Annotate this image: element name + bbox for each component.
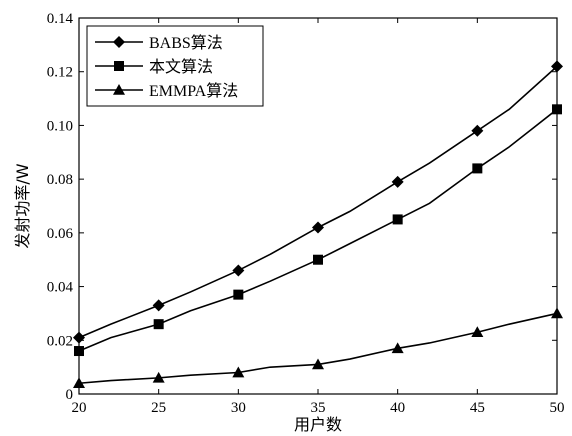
- series-1-point-2: [152, 299, 165, 312]
- x-tick-label-3: 30: [231, 400, 246, 416]
- y-axis-title: 发射功率/W: [13, 163, 32, 248]
- y-tick-label-3: 0.04: [47, 280, 74, 296]
- x-tick-label-5: 40: [390, 400, 405, 416]
- x-tick-label-1: 20: [72, 400, 87, 416]
- series-3-point-6: [471, 326, 484, 338]
- series-2-point-3: [233, 289, 244, 300]
- x-axis-title: 用户数: [294, 415, 342, 434]
- series-3-point-5: [391, 342, 404, 354]
- series-2-point-2: [153, 319, 164, 330]
- x-tick-label-4: 35: [311, 400, 326, 416]
- y-tick-label-8: 0.14: [47, 11, 74, 27]
- y-tick-label-5: 0.08: [47, 172, 73, 188]
- y-tick-label-4: 0.06: [47, 226, 74, 242]
- x-tick-label-6: 45: [470, 400, 485, 416]
- series-1-point-6: [471, 124, 484, 137]
- y-tick-label-6: 0.10: [47, 118, 73, 134]
- legend-label-1: BABS算法: [149, 33, 223, 52]
- marks-layer: [73, 60, 563, 389]
- series-2-point-4: [313, 254, 323, 265]
- series-2-point-6: [472, 163, 483, 174]
- x-tick-label-7: 50: [550, 400, 565, 416]
- series-3-point-2: [152, 371, 165, 383]
- legend-marker-3: [113, 84, 125, 95]
- series-3-point-4: [312, 358, 324, 370]
- series-1-point-4: [312, 221, 324, 234]
- legend-marker-1: [113, 36, 125, 48]
- y-tick-label-2: 0.02: [47, 333, 73, 349]
- series-2-point-5: [392, 214, 403, 225]
- x-tick-label-2: 25: [151, 400, 166, 416]
- series-1-point-3: [232, 264, 245, 277]
- axis-layer: 20 25 30 35 40 45 50 0 0.02 0.04 0.06 0.08 0.10 0.12 0…: [47, 11, 565, 416]
- legend-label-3: EMMPA算法: [149, 81, 238, 100]
- series-3-point-3: [232, 366, 245, 378]
- y-tick-label-7: 0.12: [47, 65, 73, 81]
- series-line-3: [78, 312, 558, 385]
- series-1-point-5: [391, 175, 404, 188]
- legend-label-2: 本文算法: [149, 57, 213, 76]
- legend-marker-2: [114, 61, 124, 71]
- y-tick-label-1: 0: [66, 387, 74, 403]
- series-line-1: [78, 65, 558, 339]
